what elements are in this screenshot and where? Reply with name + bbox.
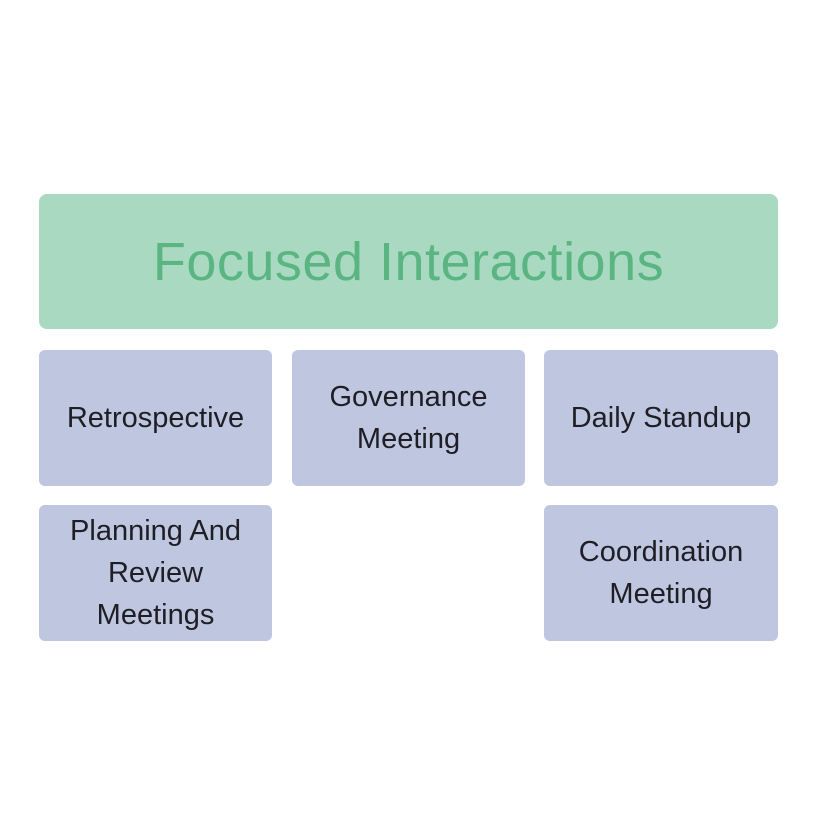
diagram-title: Focused Interactions: [152, 231, 665, 292]
item-governance-meeting: Governance Meeting: [292, 350, 525, 486]
item-label: Daily Standup: [570, 402, 752, 434]
item-label: Planning And Review Meetings: [70, 515, 241, 631]
item-label: Coordination Meeting: [578, 536, 744, 610]
item-retrospective: Retrospective: [39, 350, 272, 486]
item-daily-standup: Daily Standup: [544, 350, 778, 486]
item-label: Retrospective: [66, 402, 245, 434]
item-label: Governance Meeting: [329, 381, 488, 455]
item-coordination-meeting: Coordination Meeting: [544, 505, 778, 641]
item-planning-and-review-meetings: Planning And Review Meetings: [39, 505, 272, 641]
diagram-title-box: Focused Interactions: [39, 194, 778, 329]
